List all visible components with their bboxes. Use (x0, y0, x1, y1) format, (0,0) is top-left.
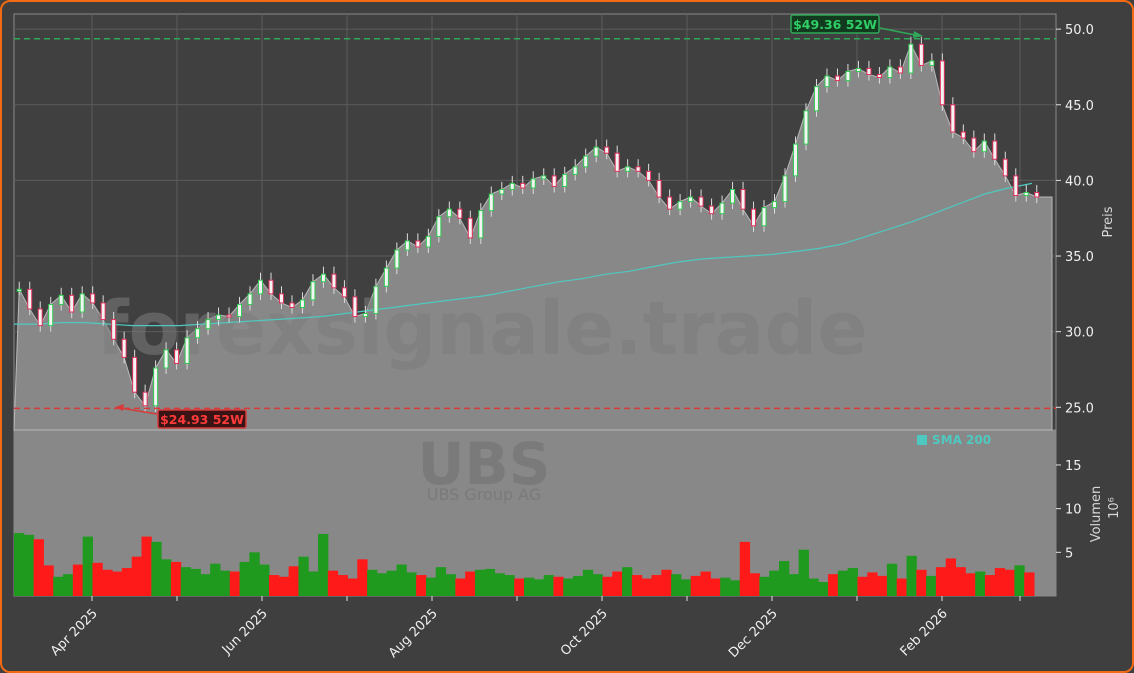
sma-200-line (14, 182, 1033, 327)
price-tick-label: 30.0 (1065, 326, 1094, 341)
candlesticks (16, 36, 1040, 412)
watermark-site: forexsignale.trade (96, 286, 867, 372)
watermark-ticker: UBS (417, 430, 550, 498)
watermarks: forexsignale.trade UBS UBS Group AG (96, 286, 867, 504)
date-tick-label: Jun 2025 (219, 606, 271, 658)
volume-tick-label: 5 (1065, 546, 1073, 561)
volume-tick-label: 15 (1065, 459, 1082, 474)
volume-axis-unit: 10⁶ (1107, 497, 1122, 519)
date-tick-label: Apr 2025 (48, 606, 101, 659)
volume-tick-label: 10 (1065, 503, 1082, 518)
legend: SMA 200 (917, 433, 991, 447)
price-tick-label: 40.0 (1065, 174, 1094, 189)
52w-high-label: $49.36 52W (793, 17, 877, 32)
volume-bars (14, 533, 1035, 596)
legend-label-sma: SMA 200 (932, 433, 991, 447)
52w-high-badge (790, 14, 880, 34)
52w-low-label: $24.93 52W (160, 412, 244, 427)
date-tick-label: Feb 2026 (898, 606, 951, 659)
price-tick-label: 45.0 (1065, 99, 1094, 114)
date-tick-label: Oct 2025 (558, 606, 611, 659)
price-tick-label: 35.0 (1065, 250, 1094, 265)
price-tick-label: 25.0 (1065, 401, 1094, 416)
date-tick-label: Dec 2025 (726, 606, 781, 661)
52w-low-badge (157, 409, 247, 429)
date-tick-label: Aug 2025 (386, 606, 441, 661)
legend-swatch-sma (917, 435, 927, 445)
price-tick-label: 50.0 (1065, 23, 1094, 38)
watermark-company: UBS Group AG (427, 485, 542, 504)
volume-axis-title: Volumen (1089, 486, 1104, 543)
52-week-lines: $49.36 52W $24.93 52W (14, 14, 1056, 429)
price-axis-title: Preis (1101, 206, 1116, 237)
